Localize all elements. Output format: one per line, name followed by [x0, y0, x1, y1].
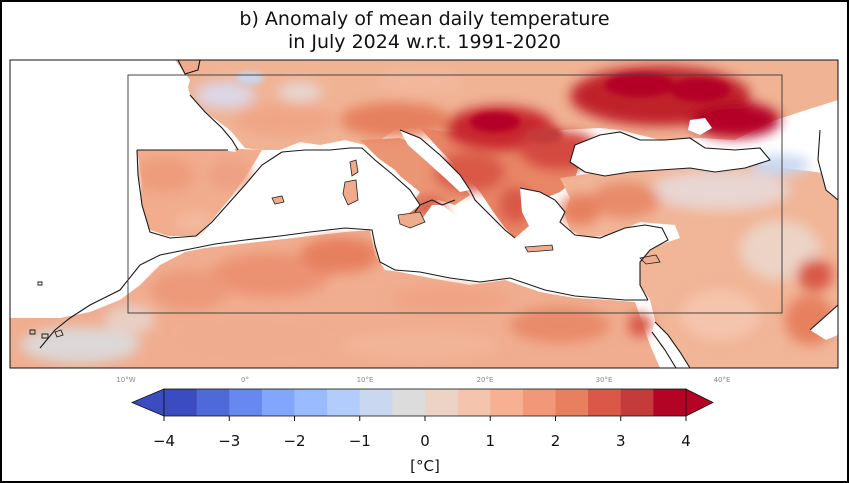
- coast-black-sea: [569, 131, 771, 177]
- colorbar-tick-label: 0: [420, 432, 430, 450]
- coast-red-sea: [651, 321, 691, 368]
- black-sea: [570, 132, 770, 176]
- island-cyprus: [639, 254, 661, 265]
- colorbar-swatch: [196, 389, 230, 416]
- colorbar-unit-label: [°C]: [410, 457, 440, 475]
- coast-north-africa: [139, 227, 648, 301]
- mediterranean-sea: [200, 148, 668, 300]
- colorbar-swatch: [261, 389, 295, 416]
- land-italy-balkans: [360, 138, 470, 228]
- colorbar-swatch: [457, 389, 491, 416]
- colorbar-swatch: [653, 389, 687, 416]
- colorbar-tick-label: 1: [485, 432, 495, 450]
- colorbar-swatch: [588, 389, 622, 416]
- colorbar-swatch: [359, 389, 393, 416]
- island-corsica: [349, 159, 359, 177]
- colorbar-tick-label: −3: [218, 432, 240, 450]
- colorbar-tick-label: −1: [349, 432, 371, 450]
- colorbar-swatch: [620, 389, 654, 416]
- island-sicily: [397, 211, 426, 229]
- colorbar-swatch: [327, 389, 361, 416]
- colorbar: −4 −3 −2 −1 0 1 2 3 4 [°C]: [130, 388, 714, 475]
- colorbar-tick-label: −4: [153, 432, 175, 450]
- coast-aegean-anatolia: [519, 187, 669, 301]
- colorbar-extend-high: [685, 388, 714, 417]
- colorbar-tick-label: 4: [681, 432, 691, 450]
- title-line-1: b) Anomaly of mean daily temperature: [239, 8, 610, 30]
- colorbar-extend-low: [130, 388, 165, 417]
- colorbar-swatch: [490, 389, 524, 416]
- island-sardinia: [342, 179, 359, 206]
- longitude-axis: 10°W 0° 10°E 20°E 30°E 40°E: [116, 376, 730, 384]
- persian-gulf-edge: [810, 305, 838, 340]
- longitude-label: 20°E: [477, 376, 494, 384]
- colorbar-swatch: [294, 389, 328, 416]
- colorbar-swatch: [555, 389, 589, 416]
- land-north-africa: [10, 230, 660, 368]
- longitude-label: 40°E: [714, 376, 731, 384]
- island-small-1: [29, 329, 36, 335]
- canary-madeira-islands: [29, 281, 64, 339]
- atlantic-ocean: [10, 60, 232, 315]
- colorbar-tick-label: −2: [283, 432, 305, 450]
- coastlines: [39, 60, 838, 368]
- island-mallorca: [271, 195, 285, 205]
- coast-gulf: [809, 129, 838, 331]
- title-line-2: in July 2024 w.r.t. 1991-2020: [288, 31, 561, 53]
- figure-title: b) Anomaly of mean daily temperature in …: [2, 8, 847, 54]
- colorbar-swatch: [164, 389, 198, 416]
- colorbar-swatch: [392, 389, 426, 416]
- tyrrhenian-gap: [360, 148, 410, 195]
- anomaly-map: [10, 60, 838, 368]
- longitude-label: 30°E: [596, 376, 613, 384]
- coast-adriatic: [399, 129, 516, 239]
- island-small-2: [41, 333, 49, 339]
- colorbar-swatch: [229, 389, 263, 416]
- sea-of-azov: [688, 118, 712, 135]
- colorbar-tick-label: 3: [616, 432, 626, 450]
- longitude-label: 0°: [241, 376, 249, 384]
- island-small-3: [54, 329, 64, 338]
- aegean-sea: [520, 188, 565, 228]
- bay-of-biscay: [195, 118, 236, 152]
- map-border: [9, 59, 839, 369]
- longitude-label: 10°W: [116, 376, 135, 384]
- analysis-domain-box: [127, 74, 783, 314]
- coast-biscay-iberia: [136, 94, 283, 239]
- land-anomaly-field: [10, 60, 838, 368]
- island-small-4: [37, 281, 43, 286]
- colorbar-tick-label: 2: [551, 432, 561, 450]
- coast-britain: [177, 60, 201, 75]
- sea-areas: [10, 60, 838, 368]
- red-sea: [652, 322, 690, 368]
- colorbar-swatch: [522, 389, 556, 416]
- island-crete: [524, 244, 554, 253]
- coast-atlantic-africa: [39, 264, 141, 349]
- longitude-label: 10°E: [357, 376, 374, 384]
- colorbar-swatch: [425, 389, 459, 416]
- adriatic-sea: [400, 130, 470, 192]
- coast-france-italy: [281, 147, 456, 213]
